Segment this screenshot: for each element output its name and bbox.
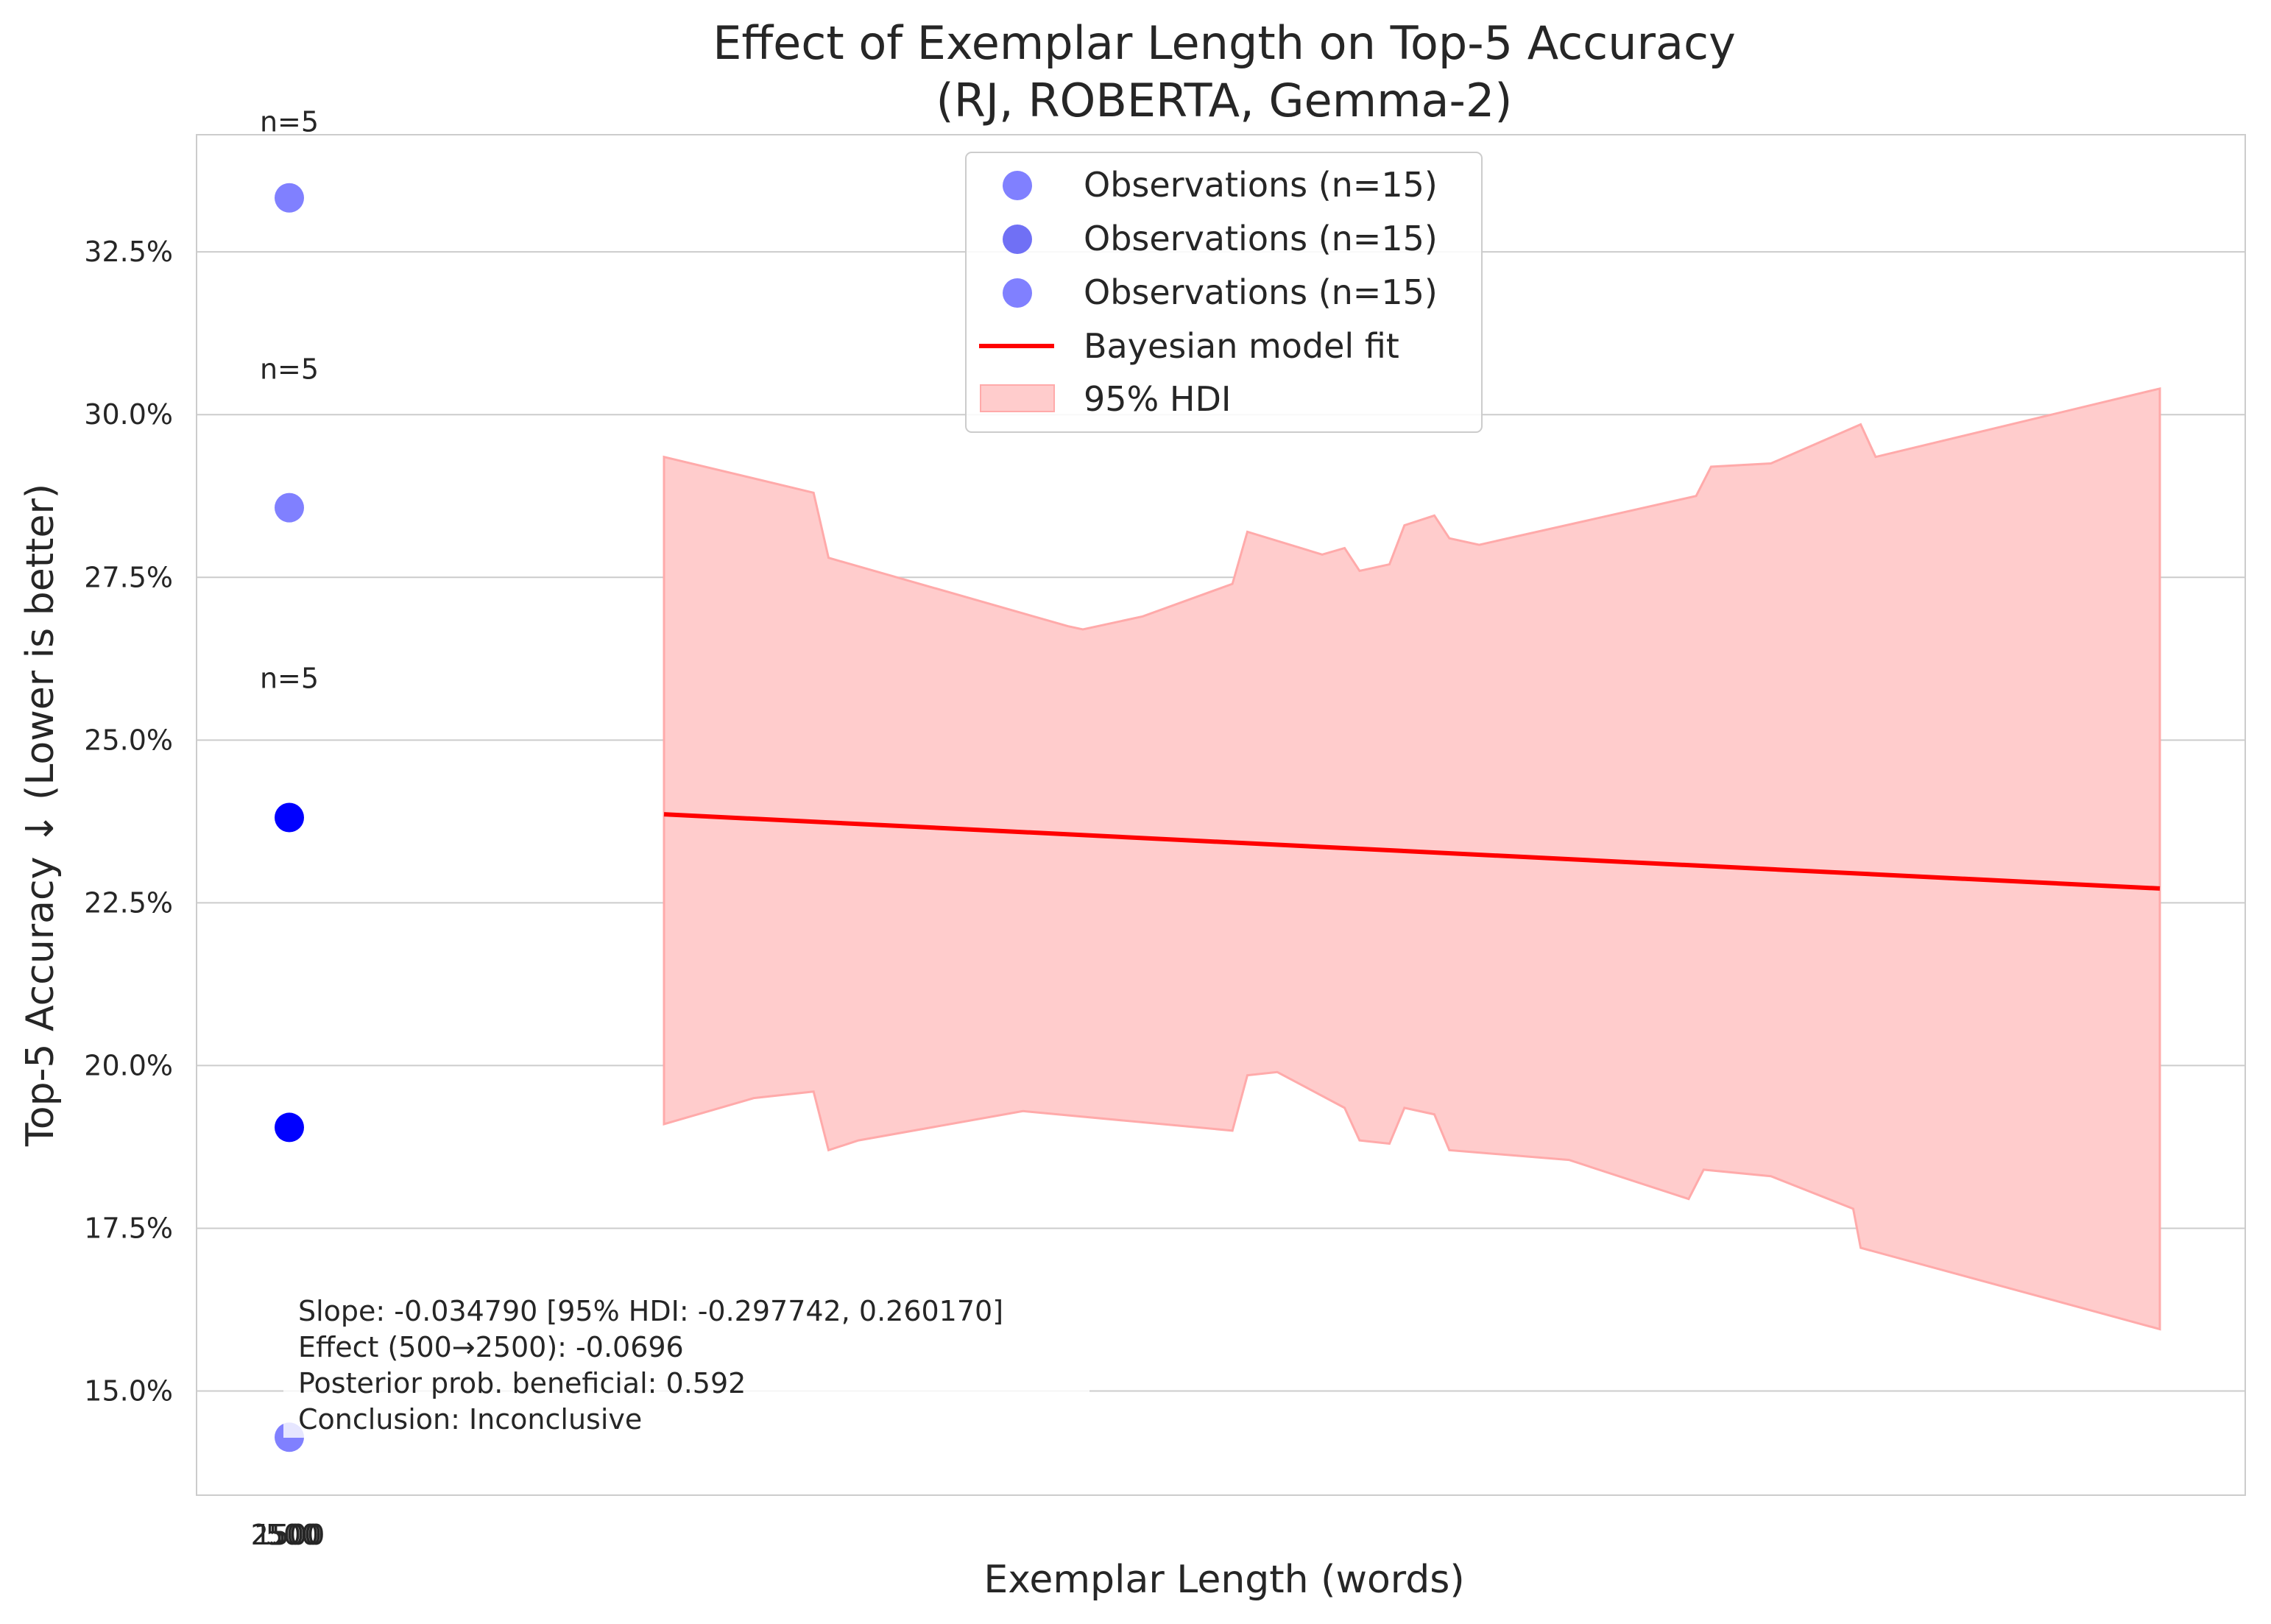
observation-point	[275, 493, 304, 523]
y-tick-label: 22.5%	[84, 886, 173, 919]
legend-frame	[965, 152, 1483, 433]
y-tick-label: 30.0%	[84, 398, 173, 431]
y-tick-label: 17.5%	[84, 1212, 173, 1244]
chart-title-line1: Effect of Exemplar Length on Top-5 Accur…	[713, 16, 1736, 70]
x-tick-label: 500	[266, 1519, 319, 1551]
y-tick-label: 15.0%	[84, 1375, 173, 1408]
y-tick-label: 27.5%	[84, 561, 173, 593]
plot-frame	[196, 134, 2246, 1496]
y-tick-label: 25.0%	[84, 724, 173, 756]
y-tick-label: 20.0%	[84, 1049, 173, 1081]
fit-line	[663, 812, 2161, 891]
legend-label-obs-1: Observations (n=15)	[1084, 165, 1438, 205]
y-axis-label: Top-5 Accuracy ↓ (Lower is better)	[18, 484, 63, 1147]
y-tick-label: 32.5%	[84, 236, 173, 268]
legend-marker-obs-2	[1003, 225, 1032, 254]
legend-marker-obs-1	[1003, 171, 1032, 200]
y-tick-labels: 15.0% 17.5% 20.0% 22.5% 25.0% 27.5% 30.0% 32.5%	[84, 236, 173, 1407]
count-label: n=5	[260, 353, 319, 385]
legend-label-obs-2: Observations (n=15)	[1084, 219, 1438, 258]
stats-effect: Effect (500→2500): -0.0696	[298, 1331, 684, 1363]
legend-marker-hdi	[980, 384, 1055, 412]
x-tick-label: 1500	[254, 1519, 325, 1551]
legend-label-fit-line: Bayesian model fit	[1084, 326, 1399, 366]
legend-label-obs-3: Observations (n=15)	[1084, 272, 1438, 312]
observation-point	[275, 1112, 304, 1143]
fit-line-layer	[663, 812, 2161, 891]
x-axis-label: Exemplar Length (words)	[983, 1558, 1464, 1602]
count-label: n=5	[260, 105, 319, 138]
x-tick-label: 2500	[251, 1519, 322, 1551]
hdi-band	[663, 386, 2161, 1331]
stats-conclusion: Conclusion: Inconclusive	[298, 1403, 642, 1436]
count-labels-layer: n=5 n=5 n=5	[260, 105, 319, 694]
chart-title-line2: (RJ, ROBERTA, Gemma-2)	[936, 74, 1513, 127]
hdi-band-layer	[663, 386, 2161, 1331]
stats-posterior: Posterior prob. beneficial: 0.592	[298, 1367, 746, 1399]
stats-slope: Slope: -0.034790 [95% HDI: -0.297742, 0.…	[298, 1295, 1003, 1327]
observation-point	[275, 183, 304, 213]
observation-point	[275, 802, 304, 833]
count-label: n=5	[260, 662, 319, 694]
legend-label-hdi: 95% HDI	[1084, 379, 1231, 419]
legend: Observations (n=15) Observations (n=15) …	[965, 152, 1483, 433]
stats-box	[283, 1287, 1089, 1438]
legend-marker-obs-3	[1003, 278, 1032, 308]
